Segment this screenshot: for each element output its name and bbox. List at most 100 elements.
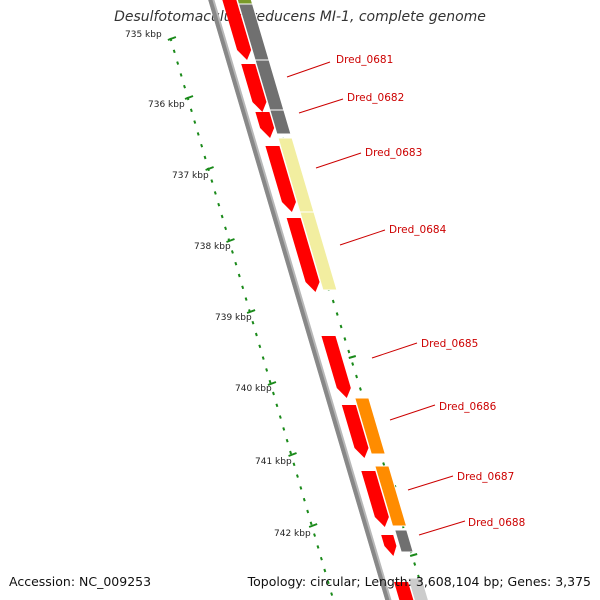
ruler-dot [213, 191, 217, 195]
gene-arrow [381, 535, 397, 556]
ruler-major-tick [267, 381, 277, 386]
ruler-dot [302, 497, 306, 502]
ruler-dot [272, 391, 275, 396]
ruler-dot [323, 568, 327, 573]
outer-track-dot [358, 387, 362, 391]
gene-leader-line [371, 342, 418, 359]
ruler-major-tick [184, 95, 194, 100]
ruler-dot [268, 379, 272, 384]
ruler-dot [224, 226, 228, 231]
ruler-tick-label: 738 kbp [194, 242, 231, 252]
gene-label[interactable]: Dred_0683 [365, 147, 422, 159]
backbone-line [208, 0, 390, 600]
ruler-dot [217, 202, 221, 207]
gene-arrow [361, 471, 389, 527]
ruler-dot [176, 61, 180, 65]
ruler-dot [278, 415, 282, 419]
ruler-dot [189, 108, 193, 113]
ruler-dot [295, 474, 299, 478]
ruler-dot [244, 297, 248, 301]
cog-block [374, 465, 408, 527]
ruler-major-tick [167, 36, 177, 41]
ruler-dot [193, 120, 197, 124]
outer-track-dot [335, 312, 339, 316]
map-title: Desulfotomaculum reducens MI-1, complete… [114, 9, 486, 25]
outer-track-dot [347, 349, 351, 354]
cog-block [269, 109, 292, 135]
ruler-dot [251, 320, 255, 325]
ruler-dot [319, 556, 323, 561]
outer-track-dot [331, 299, 335, 304]
ruler-dot [289, 450, 293, 455]
ruler-tick-label: 740 kbp [235, 384, 272, 394]
gene-label[interactable]: Dred_0684 [389, 224, 447, 236]
outer-track-dot [343, 337, 347, 341]
ruler-tick-label: 736 kbp [148, 100, 185, 110]
outer-track-dot [355, 374, 358, 379]
gene-label[interactable]: Dred_0688 [468, 517, 525, 529]
gene-leader-line [286, 61, 331, 78]
ruler-dot [200, 143, 204, 148]
ruler-dot [309, 521, 313, 526]
ruler-dot [237, 273, 241, 278]
ruler-dot [316, 545, 320, 549]
cog-block [394, 529, 414, 553]
ruler-tick-label: 742 kbp [274, 529, 311, 539]
ruler-tick-label: 741 kbp [255, 457, 292, 467]
ruler-dot [330, 592, 334, 596]
gene-arrow [265, 146, 296, 212]
gene-label[interactable]: Dred_0686 [439, 401, 497, 413]
cog-block [299, 211, 338, 291]
ruler-dot [254, 332, 258, 337]
cog-block [236, 0, 254, 5]
gene-leader-line [339, 229, 386, 246]
gene-leader-line [389, 404, 436, 421]
gene-label[interactable]: Dred_0687 [457, 471, 514, 483]
ruler-dot [285, 438, 289, 443]
ruler-dot [313, 533, 316, 537]
cog-block [354, 397, 386, 455]
ruler-dot [230, 250, 234, 254]
ruler-dot [196, 132, 200, 136]
outer-track-dot [339, 324, 343, 329]
ruler-major-tick [288, 452, 297, 457]
ruler-dot [234, 261, 238, 266]
gene-leader-line [407, 475, 454, 491]
ruler-dot [183, 84, 186, 89]
outer-track-tick [348, 355, 357, 359]
ruler-dot [220, 214, 224, 219]
ruler-dot [275, 403, 279, 408]
gene-arrow [241, 64, 267, 112]
ruler-dot [241, 285, 245, 290]
gene-arrow [394, 582, 414, 600]
ruler-dot [172, 49, 176, 54]
ruler-dot [306, 509, 310, 514]
ruler-tick-label: 739 kbp [215, 313, 252, 323]
gene-arrow [255, 112, 275, 138]
gene-arrow [321, 336, 351, 398]
ruler-major-tick [205, 166, 214, 171]
ruler-dot [179, 73, 183, 77]
genome-stats-text: Topology: circular; Length: 3,608,104 bp… [247, 574, 591, 589]
gene-label[interactable]: Dred_0681 [336, 54, 393, 66]
gene-arrow [222, 0, 252, 60]
ruler-major-tick [308, 523, 318, 528]
cog-block [407, 577, 429, 600]
gene-leader-line [315, 152, 362, 169]
ruler-major-tick [246, 309, 256, 314]
accession-text: Accession: NC_009253 [9, 574, 152, 589]
ruler-dot [210, 179, 214, 183]
gene-leader-line [418, 520, 466, 536]
ruler-dot [299, 486, 303, 490]
outer-track-dot [351, 362, 355, 366]
ruler-dot [292, 462, 296, 467]
outer-track-dot [382, 462, 386, 466]
ruler-dot [326, 580, 330, 585]
gene-label[interactable]: Dred_0682 [347, 92, 404, 104]
gene-label[interactable]: Dred_0685 [421, 338, 478, 350]
gene-leader-line [298, 98, 344, 114]
outer-track-tick [409, 553, 418, 557]
ruler-major-tick [226, 238, 235, 243]
ruler-dot [258, 344, 262, 349]
